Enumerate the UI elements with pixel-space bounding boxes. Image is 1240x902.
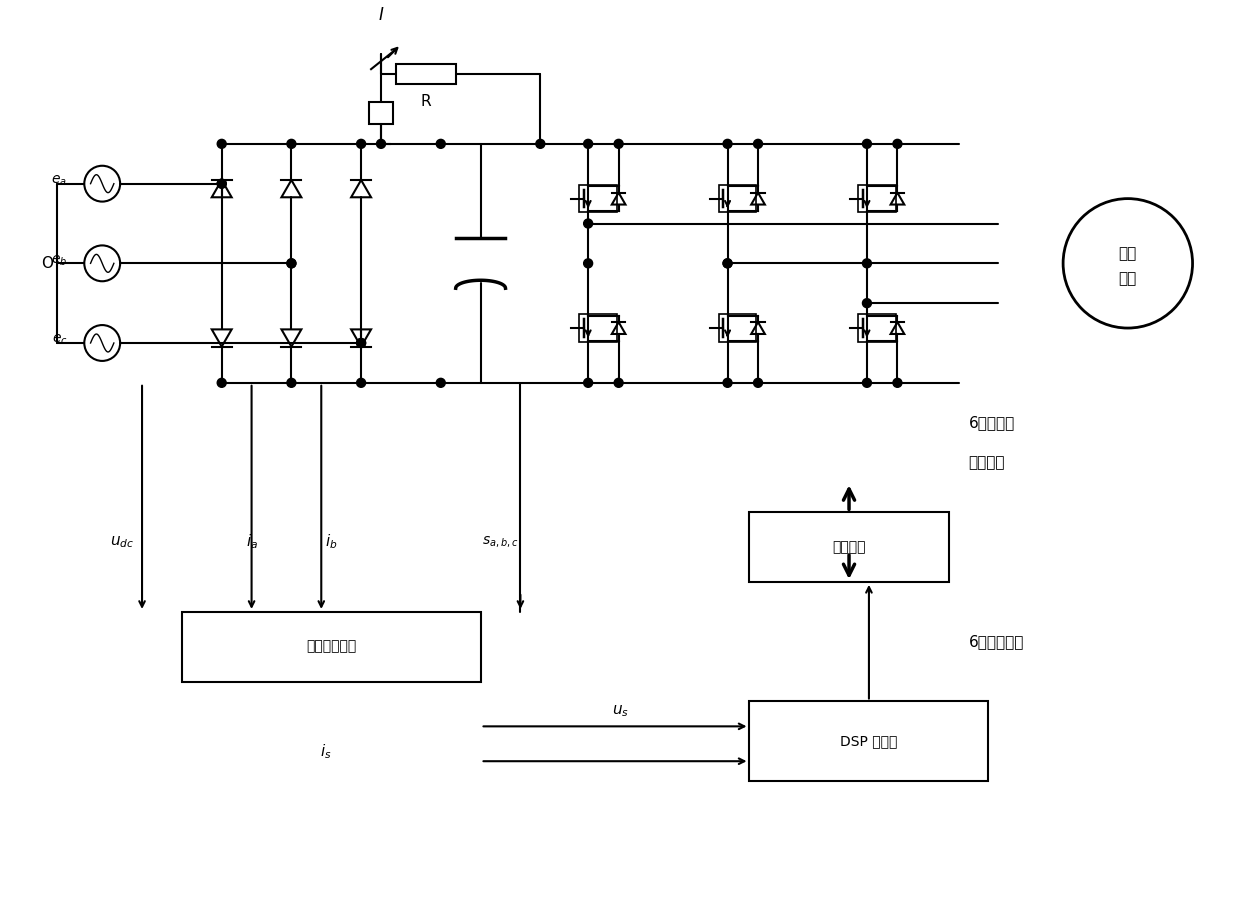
Circle shape (286, 378, 296, 387)
Circle shape (217, 140, 226, 148)
Circle shape (286, 259, 296, 268)
Bar (579, 315, 616, 342)
Bar (182, 612, 481, 682)
Circle shape (723, 140, 732, 148)
Bar (370, 102, 393, 124)
Bar (858, 185, 895, 212)
Circle shape (614, 378, 624, 387)
Circle shape (584, 378, 593, 387)
Circle shape (584, 140, 593, 148)
Text: 驱动脉冲: 驱动脉冲 (968, 455, 1004, 470)
Circle shape (584, 219, 593, 228)
Text: O: O (41, 256, 53, 271)
Circle shape (357, 378, 366, 387)
Text: 异步: 异步 (1118, 246, 1137, 261)
Bar (749, 702, 988, 781)
Bar (719, 185, 756, 212)
Text: $e_a$: $e_a$ (52, 173, 67, 188)
Text: 电机: 电机 (1118, 271, 1137, 286)
Bar (719, 315, 756, 342)
Text: $e_b$: $e_b$ (51, 253, 67, 268)
Circle shape (863, 259, 872, 268)
Text: 电压电流采样: 电压电流采样 (306, 640, 356, 654)
Text: 6路开关信号: 6路开关信号 (968, 634, 1024, 649)
Text: 6路逆变器: 6路逆变器 (968, 415, 1014, 430)
Circle shape (357, 338, 366, 347)
Circle shape (536, 140, 544, 148)
Circle shape (863, 378, 872, 387)
Text: 驱动电路: 驱动电路 (832, 540, 866, 554)
Circle shape (723, 378, 732, 387)
Bar (858, 315, 895, 342)
Circle shape (863, 299, 872, 308)
Circle shape (893, 140, 901, 148)
Text: DSP 控制器: DSP 控制器 (841, 734, 898, 749)
Circle shape (723, 259, 732, 268)
Text: $I$: $I$ (378, 6, 384, 24)
Bar (396, 64, 456, 84)
Circle shape (863, 140, 872, 148)
Bar (749, 512, 949, 582)
Circle shape (377, 140, 386, 148)
Circle shape (614, 140, 624, 148)
Text: R: R (420, 94, 432, 109)
Circle shape (357, 338, 366, 347)
Circle shape (754, 140, 763, 148)
Text: $u_{dc}$: $u_{dc}$ (110, 534, 134, 550)
Circle shape (286, 140, 296, 148)
Circle shape (217, 179, 226, 189)
Circle shape (357, 140, 366, 148)
Text: $i_a$: $i_a$ (246, 533, 258, 551)
Text: $i_s$: $i_s$ (320, 742, 331, 760)
Text: $i_b$: $i_b$ (325, 533, 337, 551)
Circle shape (723, 259, 732, 268)
Circle shape (436, 140, 445, 148)
Circle shape (754, 378, 763, 387)
Circle shape (584, 259, 593, 268)
Text: $u_s$: $u_s$ (611, 704, 629, 719)
Circle shape (436, 378, 445, 387)
Circle shape (893, 378, 901, 387)
Text: $s_{a,b,c}$: $s_{a,b,c}$ (482, 535, 518, 549)
Text: $e_c$: $e_c$ (52, 333, 67, 347)
Circle shape (217, 179, 226, 189)
Bar (579, 185, 616, 212)
Circle shape (286, 259, 296, 268)
Circle shape (217, 378, 226, 387)
